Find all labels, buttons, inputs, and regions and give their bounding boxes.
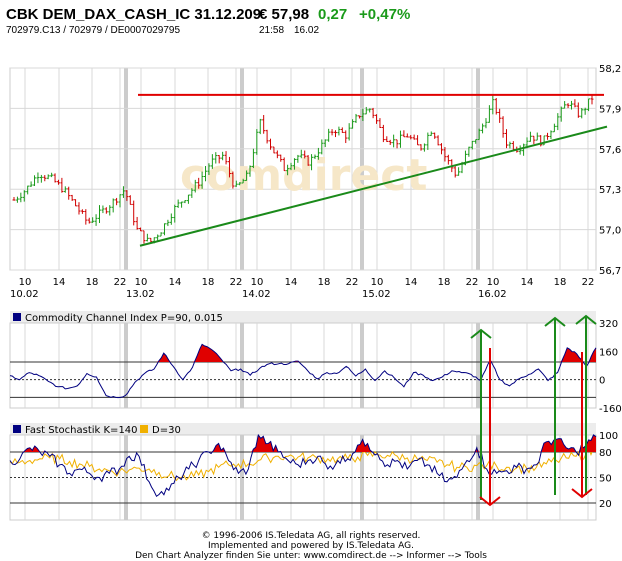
x-tick-label: 10 xyxy=(135,277,148,288)
x-tick-label: 10 xyxy=(251,277,264,288)
powered-by: Implemented and powered by IS.Teledata A… xyxy=(208,541,414,551)
y-tick-label: 20 xyxy=(599,499,612,510)
x-tick-label: 18 xyxy=(86,277,99,288)
day-label: 16.02 xyxy=(478,289,507,300)
instrument-title: CBK DEM_DAX_CASH_IC 31.12.209 xyxy=(6,6,262,23)
copyright: © 1996-2006 IS.Teledata AG, all rights r… xyxy=(201,531,421,541)
quote-date: 16.02 xyxy=(294,25,320,36)
indicator-line xyxy=(9,433,597,498)
plot-frame xyxy=(9,67,597,271)
y-tick-label: 50 xyxy=(599,474,612,485)
y-tick-label: 320 xyxy=(599,319,618,330)
x-tick-label: 10 xyxy=(487,277,500,288)
indicator-title: Commodity Channel Index P=90, 0.015 xyxy=(25,313,223,324)
support-trendline xyxy=(139,125,608,247)
y-tick-label: 57,9 xyxy=(599,104,621,115)
legend-swatch xyxy=(13,425,21,433)
arrow-down-head-icon xyxy=(479,496,501,507)
chart-area: 58,2 57,9 57,6 57,3 57,0 56,7 comdirect 10 14 18 2… xyxy=(9,64,622,521)
x-tick-label: 10 xyxy=(371,277,384,288)
x-tick-label: 14 xyxy=(169,277,182,288)
indicator-header xyxy=(10,423,596,435)
arrow-up-head-icon xyxy=(470,328,492,339)
arrow-up-head-icon xyxy=(575,314,597,325)
y-tick-label: 57,3 xyxy=(599,185,621,196)
y-tick-label: 80 xyxy=(599,448,612,459)
x-tick-label: 10 xyxy=(19,277,32,288)
legend-swatch-d xyxy=(140,425,148,433)
x-tick-label: 22 xyxy=(582,277,595,288)
indicator-title: Fast Stochastik K=140 xyxy=(25,425,138,436)
day-label: 15.02 xyxy=(362,289,391,300)
price-change: 0,27 xyxy=(318,6,348,23)
watermark: comdirect xyxy=(180,150,427,201)
x-tick-label: 14 xyxy=(53,277,66,288)
legend-swatch xyxy=(13,313,21,321)
y-tick-label: 160 xyxy=(599,347,618,358)
x-tick-label: 18 xyxy=(318,277,331,288)
day-label: 10.02 xyxy=(10,289,39,300)
x-tick-label: 14 xyxy=(521,277,534,288)
y-tick-label: 57,0 xyxy=(599,226,621,237)
x-tick-label: 14 xyxy=(405,277,418,288)
y-tick-label: 57,6 xyxy=(599,145,621,156)
x-tick-label: 18 xyxy=(202,277,215,288)
x-tick-label: 18 xyxy=(554,277,567,288)
y-tick-label: 100 xyxy=(599,431,618,442)
price-change-pct: +0,47% xyxy=(359,6,411,23)
x-tick-label: 22 xyxy=(114,277,127,288)
arrow-up-head-icon xyxy=(544,316,566,327)
indicator-line xyxy=(9,447,597,482)
y-tick-label: 0 xyxy=(599,376,605,387)
indicator-line xyxy=(9,343,597,399)
analyzer-link-text[interactable]: Den Chart Analyzer finden Sie unter: www… xyxy=(135,551,487,561)
x-tick-label: 18 xyxy=(438,277,451,288)
last-price: € 57,98 xyxy=(259,6,310,23)
footer: © 1996-2006 IS.Teledata AG, all rights r… xyxy=(0,531,622,561)
x-tick-label: 22 xyxy=(230,277,243,288)
day-label: 13.02 xyxy=(126,289,155,300)
indicator-header xyxy=(10,311,596,323)
y-tick-label: 56,7 xyxy=(599,266,621,277)
quote-time: 21:58 xyxy=(259,25,285,36)
x-tick-label: 14 xyxy=(285,277,298,288)
indicator-legend-d: D=30 xyxy=(152,425,181,436)
x-tick-label: 22 xyxy=(466,277,479,288)
y-tick-label: 58,2 xyxy=(599,64,621,75)
x-tick-label: 22 xyxy=(346,277,359,288)
y-tick-label: -160 xyxy=(599,404,622,415)
instrument-ids: 702979.C13 / 702979 / DE0007029795 xyxy=(6,25,181,36)
day-label: 14.02 xyxy=(242,289,271,300)
arrow-down-head-icon xyxy=(571,488,593,499)
